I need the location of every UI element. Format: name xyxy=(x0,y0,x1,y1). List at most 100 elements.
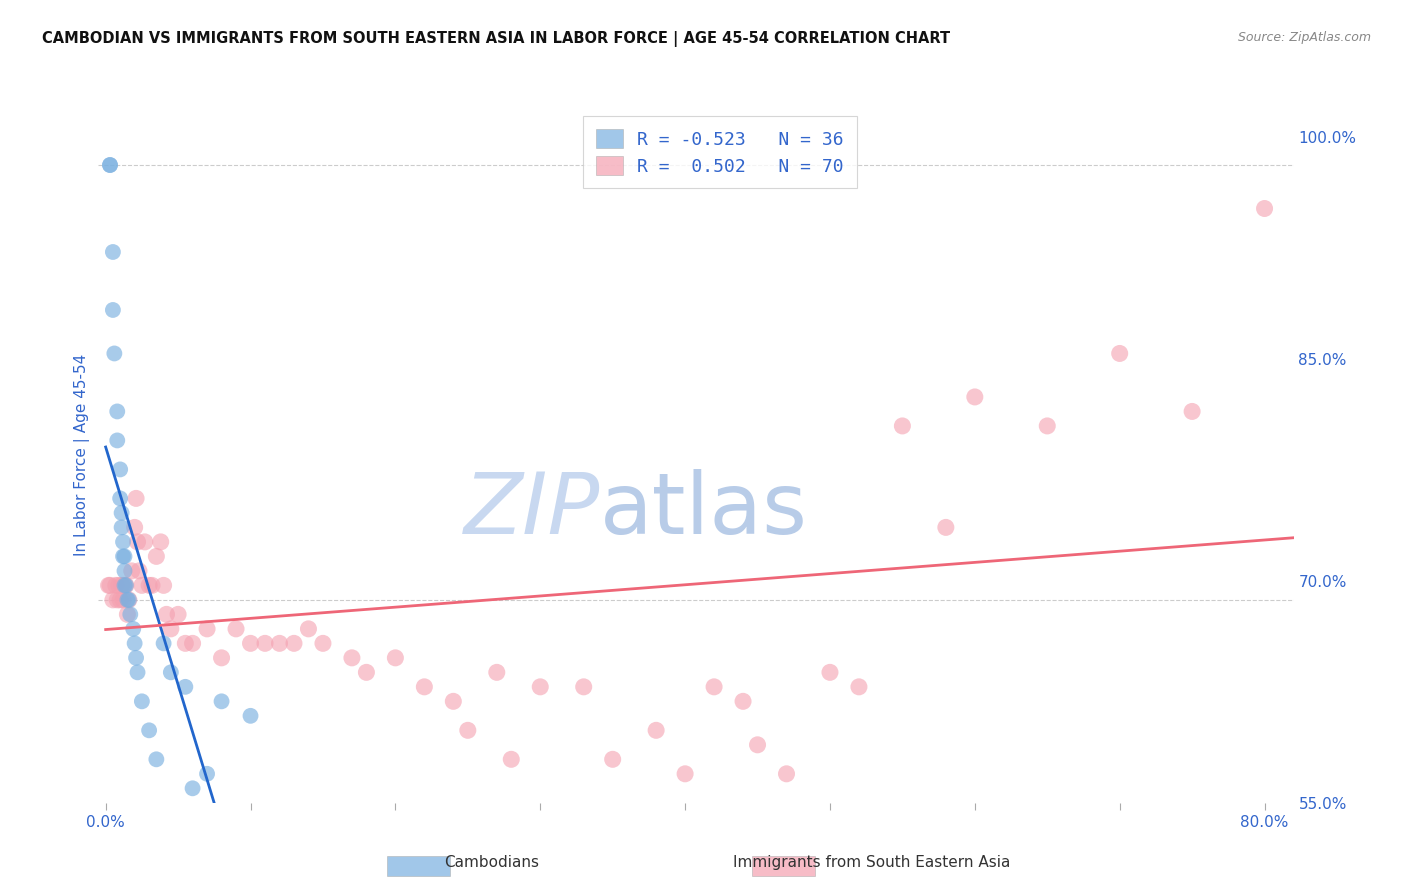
Point xyxy=(152,636,174,650)
Point xyxy=(891,419,914,434)
Point xyxy=(253,636,276,650)
Point xyxy=(103,346,125,360)
Point xyxy=(384,650,406,665)
Point xyxy=(457,723,479,738)
Point xyxy=(485,665,508,680)
Point xyxy=(97,578,120,592)
Point xyxy=(167,607,190,622)
Y-axis label: In Labor Force | Age 45-54: In Labor Force | Age 45-54 xyxy=(75,354,90,556)
Point xyxy=(160,665,183,680)
Point xyxy=(673,766,696,781)
Point xyxy=(115,578,138,592)
Legend: R = -0.523   N = 36, R =  0.502   N = 70: R = -0.523 N = 36, R = 0.502 N = 70 xyxy=(583,116,856,188)
Point xyxy=(101,245,124,260)
Point xyxy=(138,723,160,738)
Point xyxy=(118,592,141,607)
Point xyxy=(131,578,153,592)
Point xyxy=(225,622,247,636)
Point xyxy=(181,781,204,796)
Point xyxy=(114,578,136,592)
Point xyxy=(703,680,725,694)
Point xyxy=(125,650,148,665)
Point xyxy=(935,520,957,534)
Text: Immigrants from South Eastern Asia: Immigrants from South Eastern Asia xyxy=(733,855,1011,870)
Text: Source: ZipAtlas.com: Source: ZipAtlas.com xyxy=(1237,31,1371,45)
Point xyxy=(127,535,149,549)
Point xyxy=(529,680,551,694)
Point xyxy=(110,578,132,592)
Point xyxy=(818,665,841,680)
Point xyxy=(134,535,156,549)
Point xyxy=(105,434,128,448)
Point xyxy=(108,491,131,506)
Point xyxy=(125,491,148,506)
Point xyxy=(356,665,378,680)
Point xyxy=(602,752,624,766)
Point xyxy=(1253,202,1275,216)
Point xyxy=(124,636,146,650)
Point xyxy=(174,680,197,694)
Text: atlas: atlas xyxy=(600,469,808,552)
Point xyxy=(413,680,436,694)
Point xyxy=(731,694,754,708)
Point xyxy=(101,592,124,607)
Point xyxy=(963,390,986,404)
Point xyxy=(160,622,183,636)
Point xyxy=(105,592,128,607)
Point xyxy=(145,752,167,766)
Text: CAMBODIAN VS IMMIGRANTS FROM SOUTH EASTERN ASIA IN LABOR FORCE | AGE 45-54 CORRE: CAMBODIAN VS IMMIGRANTS FROM SOUTH EASTE… xyxy=(42,31,950,47)
Point xyxy=(112,549,135,564)
Point xyxy=(501,752,523,766)
Point xyxy=(145,549,167,564)
Point xyxy=(117,592,139,607)
Point xyxy=(98,158,121,172)
Point xyxy=(297,622,319,636)
Text: Cambodians: Cambodians xyxy=(444,855,540,870)
Point xyxy=(124,520,146,534)
Point xyxy=(239,708,262,723)
Text: ZIP: ZIP xyxy=(464,469,600,552)
Point xyxy=(645,723,668,738)
Point xyxy=(269,636,291,650)
Point xyxy=(112,592,135,607)
Point xyxy=(120,607,142,622)
Point xyxy=(121,564,143,578)
Point xyxy=(1181,404,1204,418)
Point xyxy=(110,506,132,520)
Point xyxy=(340,650,363,665)
Point xyxy=(108,592,131,607)
Point xyxy=(108,462,131,476)
Point xyxy=(747,738,769,752)
Point xyxy=(127,665,149,680)
Point xyxy=(101,303,124,318)
Point xyxy=(283,636,305,650)
Point xyxy=(141,578,163,592)
Point xyxy=(1036,419,1059,434)
Point xyxy=(114,549,136,564)
Point xyxy=(122,622,145,636)
Point xyxy=(441,694,464,708)
Point xyxy=(117,607,139,622)
Point xyxy=(118,592,141,607)
Point xyxy=(211,694,233,708)
Point xyxy=(112,535,135,549)
Point xyxy=(104,578,127,592)
Point xyxy=(114,578,136,592)
Point xyxy=(174,636,197,650)
Point xyxy=(572,680,595,694)
Point xyxy=(131,694,153,708)
Point xyxy=(195,766,218,781)
Point xyxy=(1108,346,1130,360)
Point xyxy=(98,158,121,172)
Point xyxy=(152,578,174,592)
Point xyxy=(98,578,121,592)
Point xyxy=(181,636,204,650)
Point xyxy=(110,520,132,534)
Point xyxy=(114,564,136,578)
Point xyxy=(239,636,262,650)
Point xyxy=(155,607,177,622)
Point xyxy=(115,578,138,592)
Point xyxy=(128,564,150,578)
Point xyxy=(775,766,797,781)
Point xyxy=(211,650,233,665)
